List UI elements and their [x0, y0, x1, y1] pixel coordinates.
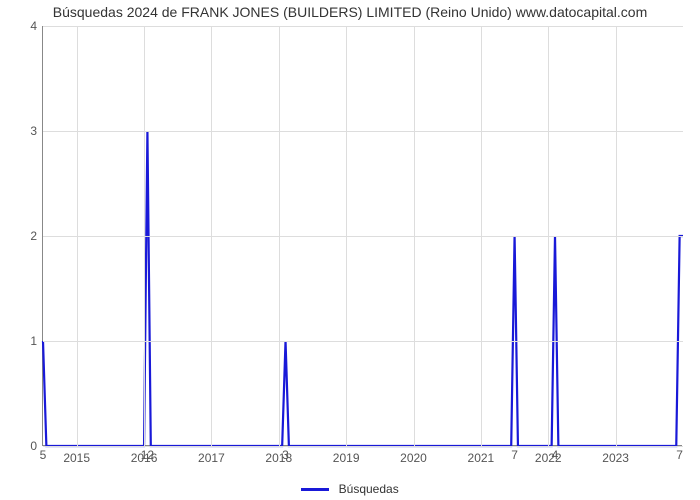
chart-container: Búsquedas 2024 de FRANK JONES (BUILDERS)… [0, 0, 700, 500]
legend-label: Búsquedas [339, 482, 399, 496]
gridline-h [43, 341, 683, 342]
gridline-v [346, 26, 347, 446]
gridline-h [43, 26, 683, 27]
x-tick-label: 2017 [198, 445, 225, 465]
x-tick-label: 2023 [602, 445, 629, 465]
x-tick-label: 2020 [400, 445, 427, 465]
chart-title: Búsquedas 2024 de FRANK JONES (BUILDERS)… [0, 4, 700, 20]
y-tick-label: 2 [30, 229, 43, 243]
gridline-v [144, 26, 145, 446]
value-label: 7 [676, 448, 683, 462]
y-tick-label: 3 [30, 124, 43, 138]
x-tick-label: 2021 [468, 445, 495, 465]
y-tick-label: 4 [30, 19, 43, 33]
gridline-v [77, 26, 78, 446]
value-label: 3 [282, 448, 289, 462]
value-label: 4 [552, 448, 559, 462]
gridline-v [616, 26, 617, 446]
gridline-v [481, 26, 482, 446]
gridline-v [211, 26, 212, 446]
legend-swatch [301, 488, 329, 491]
plot-area: 0123420152016201720182019202020212022202… [42, 26, 682, 446]
value-label: 7 [511, 448, 518, 462]
series-polyline [43, 131, 683, 446]
y-tick-label: 1 [30, 334, 43, 348]
gridline-h [43, 131, 683, 132]
gridline-v [279, 26, 280, 446]
gridline-v [414, 26, 415, 446]
x-tick-label: 2019 [333, 445, 360, 465]
legend: Búsquedas [0, 482, 700, 496]
gridline-h [43, 236, 683, 237]
value-label: 5 [40, 448, 47, 462]
value-label: 12 [141, 448, 154, 462]
x-tick-label: 2015 [63, 445, 90, 465]
gridline-v [548, 26, 549, 446]
